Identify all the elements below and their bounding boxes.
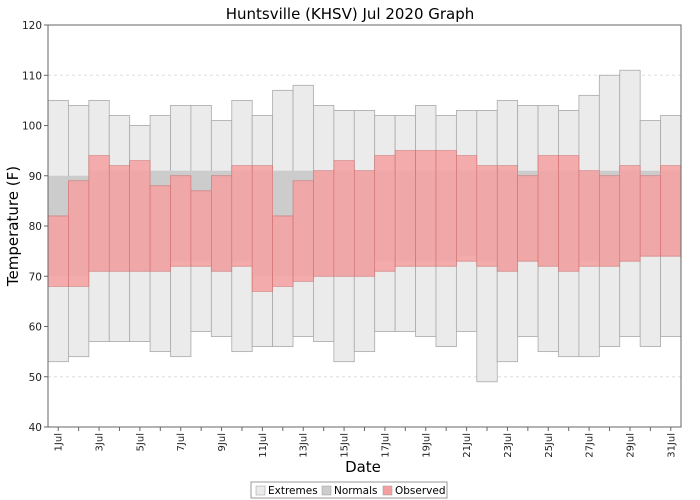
y-tick-label: 80 [29,221,42,233]
x-tick-label: 23Jul [503,433,514,458]
observed-bar [170,175,192,267]
observed-bar [415,150,437,267]
observed-bar [639,175,661,257]
observed-bar [68,180,90,287]
observed-bar [578,170,600,267]
observed-bar [129,160,151,272]
x-tick-label: 27Jul [585,433,596,458]
y-tick-label: 100 [22,121,42,133]
bars-group [47,69,682,383]
legend-swatch [321,485,332,496]
observed-bar [149,185,171,272]
x-tick-label: 1Jul [54,433,65,451]
y-tick-label: 110 [22,70,42,82]
x-tick-label: 9Jul [217,433,228,451]
y-tick-label: 40 [29,422,42,434]
x-tick-label: 25Jul [544,433,555,458]
observed-bar [435,150,457,267]
observed-bar [108,165,130,272]
observed-bar [88,155,110,272]
observed-bar [394,150,416,267]
y-ticks: 40 50 60 70 80 90 100 110 120 [22,20,48,434]
x-tick-label: 15Jul [340,433,351,458]
legend-label: Normals [334,485,377,497]
observed-bar [660,165,682,257]
legend-swatch [255,485,266,496]
observed-bar [313,170,335,277]
legend-label: Extremes [268,485,318,497]
observed-bar [476,165,498,267]
x-tick-label: 13Jul [299,433,310,458]
y-tick-label: 60 [29,322,42,334]
legend-box [250,481,448,499]
y-tick-label: 120 [22,20,42,32]
x-ticks: 1Jul 3Jul 5Jul 7Jul 9Jul 11Jul 13Jul 15Jul 17Jul… [54,427,677,458]
x-tick-label: 19Jul [421,433,432,458]
observed-bar [619,165,641,262]
x-tick-label: 5Jul [135,433,146,451]
observed-bar [211,175,233,272]
observed-bar [374,155,396,272]
y-tick-label: 70 [29,271,42,283]
observed-bar [456,155,478,262]
x-axis-label: Date [345,458,381,476]
x-tick-label: 21Jul [462,433,473,458]
observed-bar [496,165,518,272]
x-tick-label: 17Jul [380,433,391,458]
observed-bar [599,175,621,267]
legend-swatch [382,485,393,496]
x-tick-label: 31Jul [666,433,677,458]
legend-label: Observed [395,485,446,497]
observed-bar [292,180,314,282]
observed-bar [190,190,212,267]
observed-bar [333,160,355,277]
x-tick-label: 11Jul [258,433,269,458]
observed-bar [231,165,253,267]
chart-title: Huntsville (KHSV) Jul 2020 Graph [226,5,475,23]
y-axis-label: Temperature (F) [4,166,22,287]
x-tick-label: 29Jul [625,433,636,458]
observed-bar [353,170,376,277]
observed-bar [517,175,539,262]
observed-bar [251,165,273,292]
y-tick-label: 90 [29,171,42,183]
observed-bar [558,155,580,272]
observed-bar [272,215,294,287]
observed-bar [537,155,559,267]
x-tick-label: 3Jul [95,433,106,451]
y-tick-label: 50 [29,372,42,384]
observed-bar [47,215,69,287]
legend: Extremes Normals Observed [250,481,448,499]
x-tick-label: 7Jul [176,433,187,451]
